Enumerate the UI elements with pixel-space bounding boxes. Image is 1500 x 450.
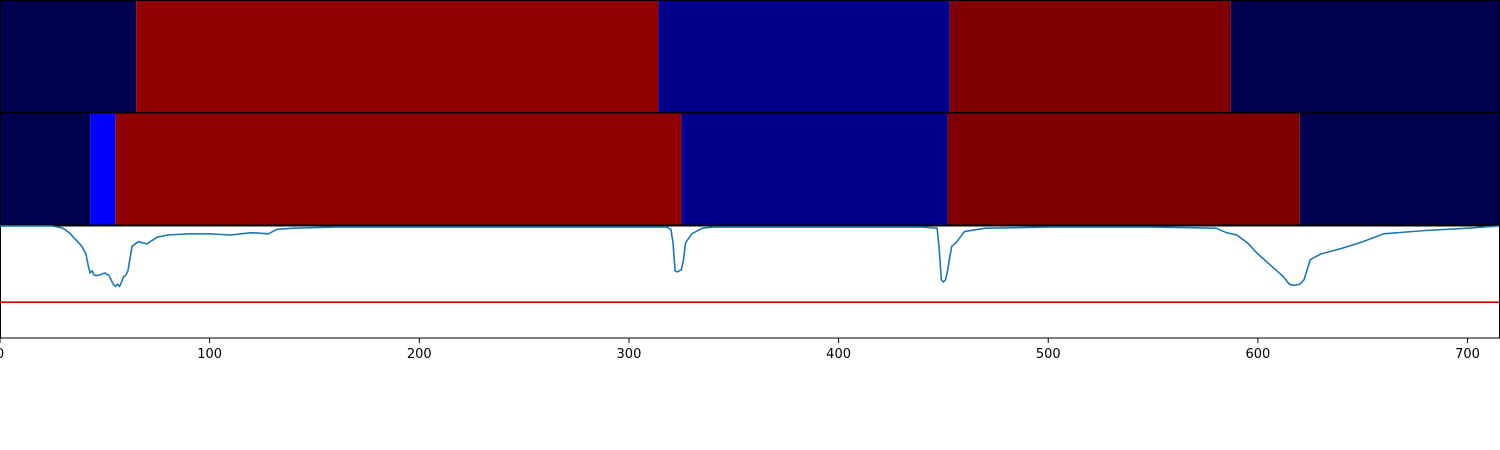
x-tick-label: 100 bbox=[197, 347, 222, 362]
segment-1-5 bbox=[1230, 0, 1499, 113]
segment-2-1 bbox=[0, 113, 91, 225]
x-tick-label: 700 bbox=[1455, 347, 1480, 362]
x-tick-label: 500 bbox=[1036, 347, 1061, 362]
segment-1-4 bbox=[949, 0, 1231, 113]
x-tick-label: 200 bbox=[407, 347, 432, 362]
segment-2-5 bbox=[947, 113, 1300, 225]
segment-2-3 bbox=[115, 113, 682, 225]
line-panel-frame bbox=[0, 225, 1500, 339]
segment-2-2 bbox=[90, 113, 116, 225]
segment-1-3 bbox=[658, 0, 950, 113]
line-panel bbox=[0, 225, 1500, 339]
x-tick-label: 300 bbox=[617, 347, 642, 362]
segment-row-1 bbox=[0, 0, 1500, 113]
segment-2-6 bbox=[1299, 113, 1499, 225]
x-axis: 0 100 200 300 400 500 600 700 bbox=[0, 338, 1480, 362]
segment-row-2 bbox=[0, 112, 1500, 226]
segment-1-2 bbox=[136, 0, 659, 113]
series-line bbox=[0, 225, 1500, 288]
x-tick-label: 400 bbox=[826, 347, 851, 362]
segment-1-1 bbox=[0, 0, 137, 113]
x-tick-label: 0 bbox=[0, 347, 4, 362]
x-tick-label: 600 bbox=[1245, 347, 1270, 362]
segment-2-4 bbox=[681, 113, 948, 225]
